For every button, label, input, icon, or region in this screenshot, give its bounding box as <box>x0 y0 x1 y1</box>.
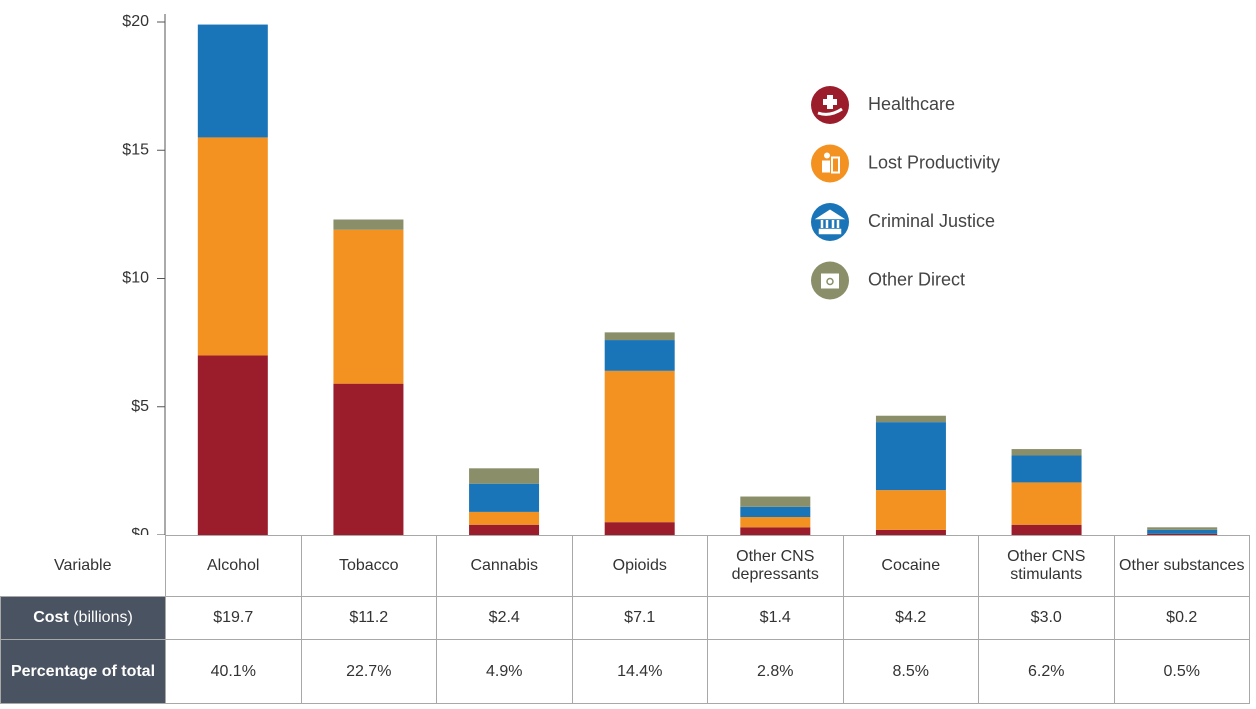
y-tick-label: $15 <box>122 141 149 158</box>
cost-cell: $1.4 <box>707 596 844 640</box>
pct-label: Percentage of total <box>0 639 166 704</box>
pct-cell: 8.5% <box>842 639 979 704</box>
x-tick-label: Cocaine <box>842 535 979 597</box>
x-tick-label: Alcohol <box>165 535 302 597</box>
icon-glyph <box>822 160 830 173</box>
cost-row: Cost (billions) $19.7 $11.2 $2.4 $7.1 $1.4 $4… <box>0 596 1250 640</box>
bar-segment <box>604 340 675 371</box>
legend-glyph <box>822 152 840 174</box>
bar-segment <box>1147 527 1218 530</box>
bar-segment <box>875 490 946 530</box>
x-tick-label: Other CNS stimulants <box>978 535 1115 597</box>
bar-segment <box>333 383 404 535</box>
legend-label: Lost Productivity <box>868 152 1000 172</box>
chart: $0 $5 $10 $15 $20 Healthcare Lost Productivity… <box>122 13 1218 535</box>
icon-glyph <box>814 209 846 235</box>
legend-label: Criminal Justice <box>868 211 995 231</box>
y-tick-label: $20 <box>122 13 149 30</box>
bar-segment <box>197 24 268 138</box>
cost-cell: $2.4 <box>436 596 573 640</box>
cost-label: Cost (billions) <box>0 596 166 640</box>
pct-row: Percentage of total 40.1% 22.7% 4.9% 14.4% 2… <box>0 639 1250 704</box>
bar-segment <box>1011 455 1082 483</box>
icon-glyph <box>824 152 830 159</box>
cost-label-text: Cost <box>33 609 69 626</box>
cost-cell: $7.1 <box>571 596 708 640</box>
pct-cell: 0.5% <box>1113 639 1250 704</box>
bar-segment <box>740 517 811 528</box>
legend-glyph <box>817 95 843 116</box>
bar-segment <box>1011 482 1082 525</box>
bar-segment <box>469 524 540 535</box>
cost-cell: $0.2 <box>1113 596 1250 640</box>
x-tick-label: Opioids <box>571 535 708 597</box>
pct-cell: 14.4% <box>571 639 708 704</box>
y-tick-label: $10 <box>122 270 149 287</box>
bar-segment <box>197 355 268 535</box>
cost-cell: $11.2 <box>300 596 437 640</box>
bar-segment <box>469 511 540 525</box>
legend-glyph <box>814 209 846 235</box>
legend-icon <box>811 203 849 241</box>
x-tick-label: Cannabis <box>436 535 573 597</box>
pct-cell: 4.9% <box>436 639 573 704</box>
bar-segment <box>740 506 811 518</box>
pct-cell: 40.1% <box>165 639 302 704</box>
bar-segment <box>740 527 811 535</box>
cost-cell: $3.0 <box>978 596 1115 640</box>
legend-label: Other Direct <box>868 269 965 289</box>
header-row: Variable Alcohol Tobacco Cannabis Opioids Ot… <box>0 535 1250 597</box>
legend-label: Healthcare <box>868 94 955 114</box>
bar-segment <box>333 219 404 230</box>
cost-cell: $4.2 <box>842 596 979 640</box>
bar-segment <box>469 468 540 484</box>
x-tick-label: Other substances <box>1113 535 1250 597</box>
icon-glyph <box>823 99 837 105</box>
bar-segment <box>1011 449 1082 456</box>
y-tick-label: $0 <box>131 526 149 535</box>
pct-cell: 22.7% <box>300 639 437 704</box>
bar-segment <box>1147 533 1218 535</box>
x-tick-label: Other CNS depressants <box>707 535 844 597</box>
bar-segment <box>1011 524 1082 535</box>
bar-segment <box>1147 529 1218 534</box>
bar-segment <box>197 137 268 356</box>
x-tick-label: Tobacco <box>300 535 437 597</box>
icon-glyph <box>821 273 839 289</box>
cost-cell: $19.7 <box>165 596 302 640</box>
cost-unit: (billions) <box>73 609 133 626</box>
bar-segment <box>875 422 946 491</box>
y-tick-label: $5 <box>131 398 149 415</box>
bar-segment <box>875 415 946 423</box>
bar-segment <box>469 483 540 512</box>
pct-cell: 6.2% <box>978 639 1115 704</box>
bar-segment <box>875 529 946 535</box>
bar-segment <box>604 370 675 523</box>
legend-glyph <box>821 273 839 289</box>
icon-glyph <box>831 156 840 174</box>
bar-segment <box>333 229 404 384</box>
bar-segment <box>604 332 675 341</box>
row-label: Variable <box>0 535 166 597</box>
bar-segment <box>740 496 811 507</box>
pct-cell: 2.8% <box>707 639 844 704</box>
icon-glyph <box>826 277 834 286</box>
bar-segment <box>604 522 675 535</box>
icon-glyph <box>817 107 843 116</box>
data-table: Variable Alcohol Tobacco Cannabis Opioids Ot… <box>0 535 1250 704</box>
